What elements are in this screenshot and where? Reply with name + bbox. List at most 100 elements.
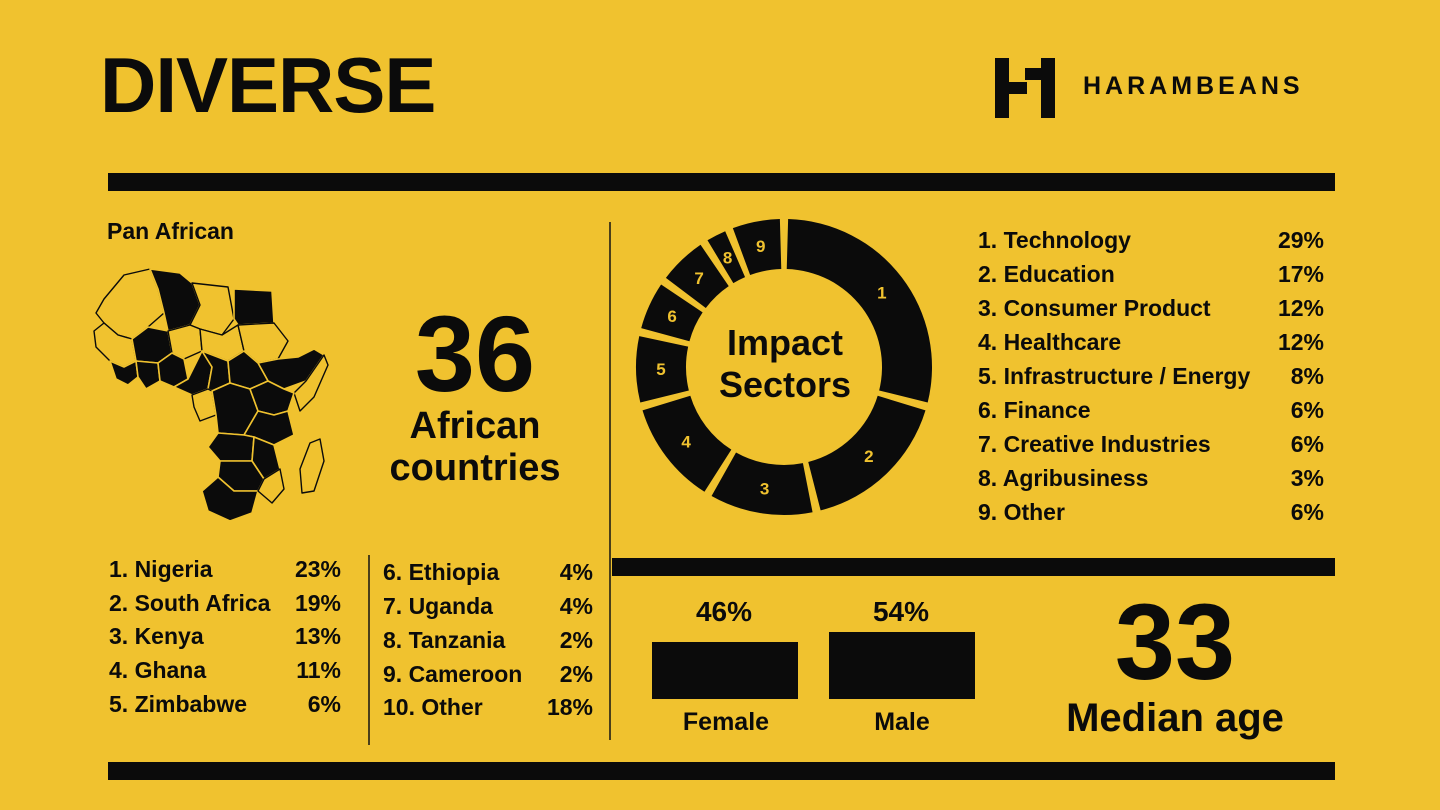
sector-pct: 8% xyxy=(1290,363,1324,389)
sector-name: 5. Infrastructure / Energy xyxy=(978,363,1251,389)
donut-slice xyxy=(786,219,932,403)
male-label: Male xyxy=(874,708,930,736)
male-bar xyxy=(829,631,975,699)
sector-pct: 6% xyxy=(1290,431,1324,457)
section-label-pan-african: Pan African xyxy=(107,218,234,244)
donut-slice xyxy=(641,284,703,342)
list-item: 3. Kenya 13% xyxy=(109,619,341,653)
country-list-right: 6. Ethiopia 4% 7. Uganda 4% 8. Tanzania … xyxy=(383,555,593,725)
donut-slice xyxy=(808,395,926,511)
donut-slice xyxy=(642,395,732,492)
sector-pct: 12% xyxy=(1277,295,1324,321)
countries-caption: African countries xyxy=(370,405,580,489)
list-item: 9. Other 6% xyxy=(978,495,1324,529)
country-pct: 13% xyxy=(294,623,341,649)
donut-slice-label: 9 xyxy=(756,237,765,256)
country-name: 4. Ghana xyxy=(109,657,207,683)
median-age-value: 33 xyxy=(1114,581,1236,702)
sector-pct: 29% xyxy=(1277,227,1324,253)
sector-list: 1. Technology 29% 2. Education 17% 3. Co… xyxy=(978,223,1324,533)
list-item: 1. Nigeria 23% xyxy=(109,552,341,586)
countries-caption-line2: countries xyxy=(389,447,561,489)
list-item: 1. Technology 29% xyxy=(978,223,1324,257)
list-item: 9. Cameroon 2% xyxy=(383,657,593,691)
donut-slice-label: 5 xyxy=(656,360,665,379)
country-pct: 19% xyxy=(294,590,341,616)
list-item: 5. Zimbabwe 6% xyxy=(109,687,341,721)
country-pct: 4% xyxy=(559,593,593,619)
donut-slice-label: 2 xyxy=(864,447,873,466)
sector-name: 8. Agribusiness xyxy=(978,465,1149,491)
sector-name: 7. Creative Industries xyxy=(978,431,1211,457)
country-name: 7. Uganda xyxy=(383,593,493,619)
country-name: 6. Ethiopia xyxy=(383,559,500,585)
page-title: DIVERSE xyxy=(100,41,436,129)
vertical-divider xyxy=(609,222,611,740)
donut-slice-label: 8 xyxy=(723,249,732,268)
country-pct: 2% xyxy=(559,627,593,653)
donut-slice xyxy=(707,231,746,284)
country-name: 10. Other xyxy=(383,694,483,720)
list-item: 4. Ghana 11% xyxy=(109,653,341,687)
donut-slice xyxy=(711,452,813,515)
list-item: 6. Finance 6% xyxy=(978,393,1324,427)
harambeans-logo-icon xyxy=(995,58,1055,118)
donut-slice-label: 1 xyxy=(877,284,886,303)
donut-slice-label: 7 xyxy=(694,269,703,288)
sector-name: 6. Finance xyxy=(978,397,1091,423)
country-pct: 6% xyxy=(307,691,341,717)
median-age-caption: Median age xyxy=(1066,696,1284,740)
country-list-divider xyxy=(368,555,370,745)
country-name: 2. South Africa xyxy=(109,590,271,616)
bottom-divider xyxy=(108,762,1335,780)
sector-pct: 6% xyxy=(1290,499,1324,525)
country-pct: 18% xyxy=(546,694,593,720)
list-item: 3. Consumer Product 12% xyxy=(978,291,1324,325)
female-label: Female xyxy=(682,708,770,736)
list-item: 10. Other 18% xyxy=(383,690,593,724)
female-bar xyxy=(652,641,798,699)
sector-pct: 3% xyxy=(1290,465,1324,491)
country-name: 3. Kenya xyxy=(109,623,204,649)
sector-name: 9. Other xyxy=(978,499,1065,525)
list-item: 5. Infrastructure / Energy 8% xyxy=(978,359,1324,393)
country-pct: 23% xyxy=(294,556,341,582)
country-name: 5. Zimbabwe xyxy=(109,691,248,717)
country-name: 9. Cameroon xyxy=(383,661,523,687)
africa-map-icon xyxy=(93,268,329,522)
sectors-donut-chart: 1 2 3 4 5 67 8 9 xyxy=(636,219,932,515)
sector-name: 1. Technology xyxy=(978,227,1131,253)
donut-center-label: Impact Sectors xyxy=(690,322,880,406)
sector-name: 4. Healthcare xyxy=(978,329,1122,355)
country-pct: 11% xyxy=(296,657,341,683)
sector-name: 3. Consumer Product xyxy=(978,295,1211,321)
male-pct-label: 54% xyxy=(872,596,930,627)
sector-name: 2. Education xyxy=(978,261,1115,287)
donut-slice-label: 4 xyxy=(681,432,691,451)
country-pct: 4% xyxy=(559,559,593,585)
female-pct-label: 46% xyxy=(695,596,753,627)
countries-caption-line1: African xyxy=(409,405,541,447)
donut-slice xyxy=(665,244,729,308)
list-item: 2. Education 17% xyxy=(978,257,1324,291)
donut-slice xyxy=(636,336,689,403)
country-pct: 2% xyxy=(559,661,593,687)
donut-slice-label: 3 xyxy=(760,479,769,498)
donut-slice-label: 6 xyxy=(667,307,676,326)
list-item: 8. Tanzania 2% xyxy=(383,623,593,657)
donut-slice xyxy=(732,219,782,276)
sector-pct: 12% xyxy=(1277,329,1324,355)
country-name: 1. Nigeria xyxy=(109,556,213,582)
list-item: 7. Creative Industries 6% xyxy=(978,427,1324,461)
country-name: 8. Tanzania xyxy=(383,627,506,653)
brand-name: HARAMBEANS xyxy=(1083,72,1304,100)
donut-center-line2: Sectors xyxy=(718,364,852,405)
sector-pct: 17% xyxy=(1277,261,1324,287)
list-item: 4. Healthcare 12% xyxy=(978,325,1324,359)
country-list-left: 1. Nigeria 23% 2. South Africa 19% 3. Ke… xyxy=(109,552,341,722)
donut-center-line1: Impact xyxy=(726,322,844,363)
top-divider xyxy=(108,173,1335,191)
middle-divider xyxy=(612,558,1335,576)
sector-pct: 6% xyxy=(1290,397,1324,423)
list-item: 2. South Africa 19% xyxy=(109,586,341,620)
